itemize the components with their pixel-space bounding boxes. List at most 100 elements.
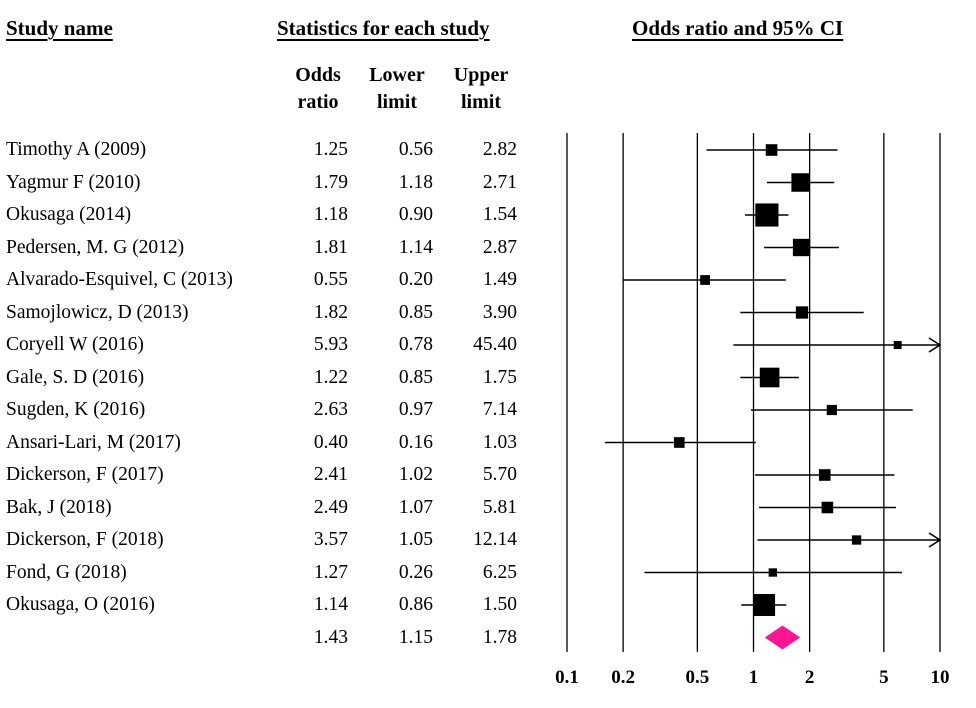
- x-tick-label: 5: [879, 667, 889, 688]
- lower-limit-value: 0.85: [398, 366, 433, 388]
- study-row: Ansari-Lari, M (2017) 0.40 0.16 1.03: [0, 427, 560, 459]
- upper-limit-value: 1.03: [482, 431, 517, 453]
- lower-limit-value: 0.16: [398, 431, 433, 453]
- odds-ratio-value: 1.79: [313, 171, 348, 193]
- upper-limit-value: 1.50: [482, 594, 517, 615]
- point-estimate-square: [826, 404, 837, 416]
- study-row: Alvarado-Esquivel, C (2013) 0.55 0.20 1.49: [0, 264, 560, 296]
- summary-odds-ratio: 1.43: [313, 626, 348, 648]
- study-row: Okusaga, O (2016) 1.14 0.86 1.50: [0, 589, 560, 621]
- lower-limit-value: 0.26: [398, 561, 433, 583]
- point-estimate-square: [893, 341, 902, 349]
- upper-limit-value: 1.75: [482, 366, 517, 388]
- upper-limit-value: 1.49: [482, 269, 517, 290]
- lower-limit-header-line2: limit: [377, 91, 417, 113]
- study-row: Samojlowicz, D (2013) 1.82 0.85 3.90: [0, 297, 560, 329]
- point-estimate-square: [768, 568, 778, 577]
- odds-ratio-value: 1.81: [313, 236, 348, 258]
- plot-title: Odds ratio and 95% CI: [632, 16, 844, 40]
- lower-limit-value: 1.18: [398, 171, 433, 193]
- lower-limit-value: 1.02: [398, 464, 433, 485]
- study-name: Coryell W (2016): [6, 334, 144, 355]
- lower-limit-header: Lower limit: [358, 62, 436, 116]
- point-estimate-square: [851, 535, 862, 545]
- odds-ratio-value: 2.41: [313, 464, 348, 485]
- odds-ratio-header-line2: ratio: [297, 91, 339, 113]
- lower-limit-value: 0.97: [398, 399, 433, 420]
- study-row: Okusaga (2014) 1.18 0.90 1.54: [0, 199, 560, 231]
- x-tick-label: 2: [805, 667, 815, 688]
- odds-ratio-value: 1.25: [313, 139, 348, 160]
- x-tick-label: 1: [749, 667, 759, 688]
- upper-limit-value: 2.87: [482, 236, 517, 258]
- summary-lower-limit: 1.15: [398, 626, 433, 648]
- study-row: Bak, J (2018) 2.49 1.07 5.81: [0, 492, 560, 524]
- study-row: Yagmur F (2010) 1.79 1.18 2.71: [0, 167, 560, 199]
- lower-limit-value: 0.56: [398, 139, 433, 160]
- upper-limit-header-line2: limit: [461, 91, 501, 113]
- lower-limit-value: 0.85: [398, 301, 433, 323]
- point-estimate-square: [818, 469, 831, 481]
- ci-arrow: [928, 337, 942, 353]
- odds-ratio-value: 3.57: [313, 529, 348, 550]
- upper-limit-value: 5.81: [482, 496, 517, 518]
- study-name: Samojlowicz, D (2013): [6, 301, 189, 323]
- study-name: Sugden, K (2016): [6, 399, 146, 420]
- study-name: Okusaga (2014): [6, 204, 132, 225]
- study-name: Dickerson, F (2018): [6, 529, 164, 550]
- summary-row: 1.43 1.15 1.78: [0, 622, 560, 654]
- odds-ratio-value: 1.82: [313, 301, 348, 323]
- odds-ratio-value: 2.49: [313, 496, 348, 518]
- point-estimate-square: [700, 275, 710, 285]
- upper-limit-value: 3.90: [482, 301, 517, 323]
- point-estimate-square: [765, 144, 778, 156]
- upper-limit-value: 12.14: [473, 529, 517, 550]
- study-name: Dickerson, F (2017): [6, 464, 164, 485]
- x-tick-label: 0.1: [555, 667, 579, 688]
- point-estimate-square: [821, 501, 834, 514]
- study-row: Timothy A (2009) 1.25 0.56 2.82: [0, 134, 560, 166]
- study-row: Dickerson, F (2017) 2.41 1.02 5.70: [0, 459, 560, 491]
- study-name: Ansari-Lari, M (2017): [6, 431, 181, 453]
- summary-diamond: [764, 625, 801, 650]
- upper-limit-value: 2.71: [482, 171, 517, 193]
- lower-limit-value: 0.20: [398, 269, 433, 290]
- lower-limit-value: 0.90: [398, 204, 433, 225]
- study-name: Bak, J (2018): [6, 496, 112, 518]
- lower-limit-value: 1.07: [398, 496, 433, 518]
- odds-ratio-value: 1.27: [313, 561, 348, 583]
- point-estimate-square: [792, 238, 811, 257]
- study-name: Yagmur F (2010): [6, 171, 141, 193]
- odds-ratio-value: 0.55: [313, 269, 348, 290]
- study-row: Gale, S. D (2016) 1.22 0.85 1.75: [0, 362, 560, 394]
- odds-ratio-value: 0.40: [313, 431, 348, 453]
- odds-ratio-header-line1: Odds: [295, 64, 341, 86]
- study-row: Pedersen, M. G (2012) 1.81 1.14 2.87: [0, 232, 560, 264]
- upper-limit-value: 5.70: [482, 464, 517, 485]
- study-name: Fond, G (2018): [6, 561, 127, 583]
- point-estimate-square: [795, 306, 809, 319]
- point-estimate-square: [673, 437, 685, 448]
- study-name: Timothy A (2009): [6, 139, 147, 160]
- upper-limit-value: 7.14: [482, 399, 517, 420]
- study-row: Dickerson, F (2018) 3.57 1.05 12.14: [0, 524, 560, 556]
- odds-ratio-value: 1.14: [313, 594, 348, 615]
- study-name: Okusaga, O (2016): [6, 594, 155, 615]
- point-estimate-square: [755, 203, 779, 227]
- x-tick-label: 0.2: [611, 667, 635, 688]
- study-row: Fond, G (2018) 1.27 0.26 6.25: [0, 557, 560, 589]
- study-name: Pedersen, M. G (2012): [6, 236, 185, 258]
- lower-limit-value: 1.05: [398, 529, 433, 550]
- upper-limit-value: 6.25: [482, 561, 517, 583]
- point-estimate-square: [753, 594, 776, 616]
- lower-limit-value: 0.86: [398, 594, 433, 615]
- x-tick-label: 0.5: [685, 667, 709, 688]
- point-estimate-square: [791, 173, 810, 192]
- study-row: Coryell W (2016) 5.93 0.78 45.40: [0, 329, 560, 361]
- study-row: Sugden, K (2016) 2.63 0.97 7.14: [0, 394, 560, 426]
- upper-limit-value: 45.40: [473, 334, 517, 355]
- odds-ratio-value: 5.93: [313, 334, 348, 355]
- statistics-header: Statistics for each study: [277, 16, 490, 40]
- odds-ratio-value: 1.18: [313, 204, 348, 225]
